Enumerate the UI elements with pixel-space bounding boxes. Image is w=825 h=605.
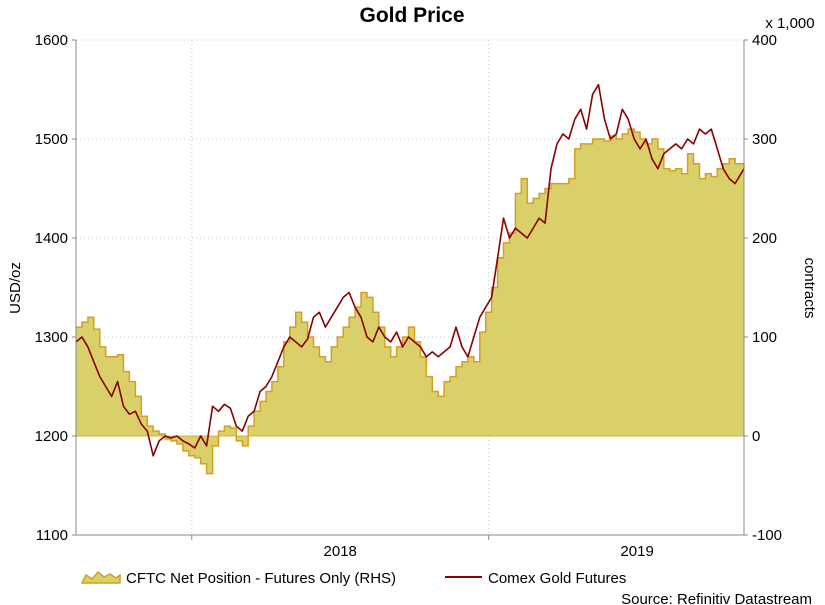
chart-title: Gold Price (359, 4, 464, 27)
comex-line-layer (75, 83, 745, 457)
right-axis-label: contracts (801, 258, 818, 319)
right-axis-ticks: -100 0 100 200 300 400 (744, 32, 782, 544)
right-tick-label-3: 200 (752, 230, 777, 247)
right-tick-label-0: -100 (752, 527, 782, 544)
right-tick-label-4: 300 (752, 131, 777, 148)
left-tick-label-2: 1300 (35, 329, 68, 346)
cftc-net-position-edge (76, 128, 745, 475)
right-tick-label-2: 100 (752, 329, 777, 346)
source-note: Source: Refinitiv Datastream (621, 591, 812, 605)
x-tick-label-1: 2019 (620, 543, 653, 560)
left-tick-label-5: 1600 (35, 32, 68, 49)
right-tick-label-1: 0 (752, 428, 760, 445)
comex-gold-futures-line (75, 83, 745, 457)
right-axis-multiplier: x 1,000 (765, 15, 814, 32)
legend-item-comex: Comex Gold Futures (445, 570, 626, 587)
legend-label-comex: Comex Gold Futures (488, 570, 626, 587)
x-tick-label-0: 2018 (324, 543, 357, 560)
axes (75, 40, 745, 536)
right-tick-label-5: 400 (752, 32, 777, 49)
cftc-area-layer (76, 128, 745, 475)
left-tick-label-3: 1400 (35, 230, 68, 247)
left-axis-label: USD/oz (7, 262, 24, 314)
legend: CFTC Net Position - Futures Only (RHS) C… (80, 570, 626, 587)
left-tick-label-4: 1500 (35, 131, 68, 148)
left-axis-ticks: 1100 1200 1300 1400 1500 1600 (35, 32, 76, 544)
left-tick-label-1: 1200 (35, 428, 68, 445)
cftc-net-position-area (76, 129, 744, 474)
legend-item-cftc: CFTC Net Position - Futures Only (RHS) (80, 570, 396, 587)
x-axis-ticks: 2018 2019 (191, 535, 654, 560)
left-tick-label-0: 1100 (36, 527, 68, 544)
legend-label-cftc: CFTC Net Position - Futures Only (RHS) (126, 570, 396, 587)
legend-swatch-area (80, 570, 121, 584)
